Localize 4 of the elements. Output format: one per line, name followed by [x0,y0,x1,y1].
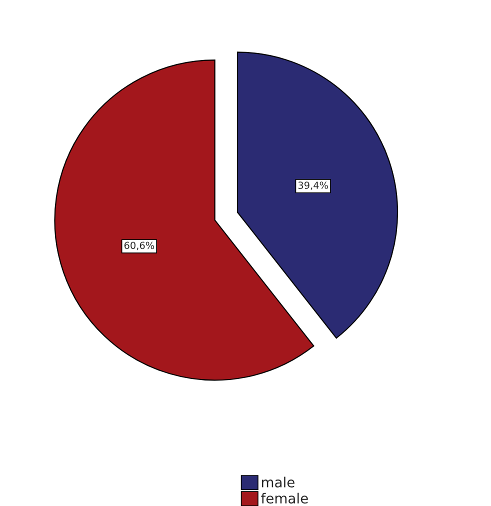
data-label: 39,4% [298,182,328,190]
data-label: 60,6% [124,242,154,250]
legend-label: female [261,492,308,504]
legend-label: male [262,476,294,488]
